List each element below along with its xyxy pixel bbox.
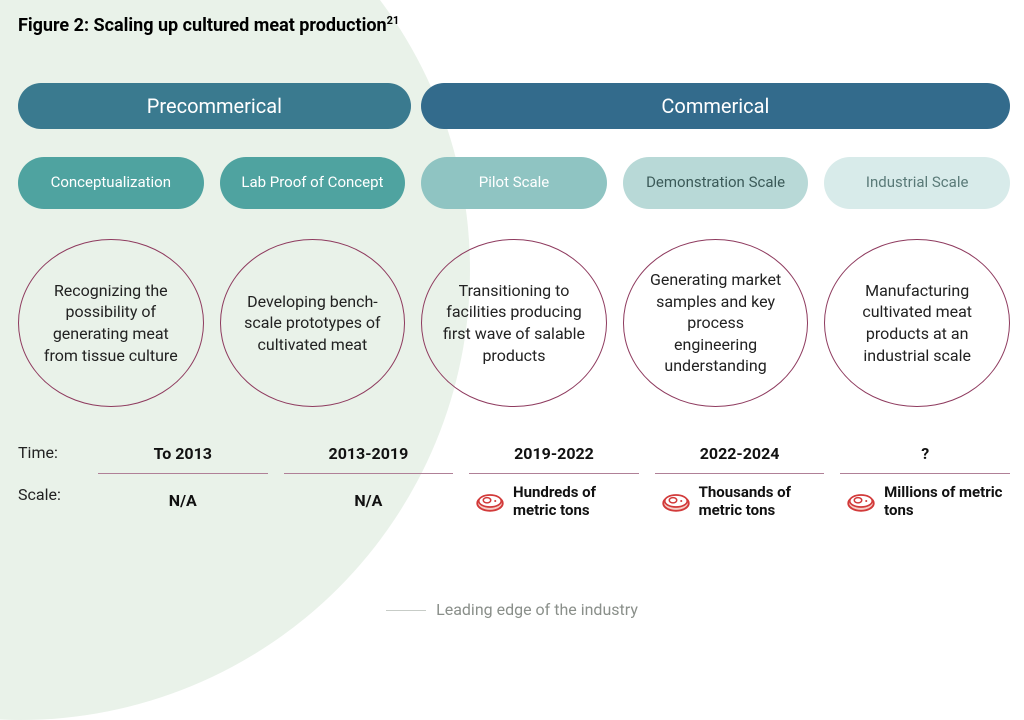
- scale-cell: Thousands of metric tons: [655, 483, 825, 519]
- description-oval: Recognizing the possibility of generatin…: [18, 239, 204, 407]
- stage-row: Conceptualization Lab Proof of Concept Pil…: [18, 157, 1010, 209]
- stage-pill: Industrial Scale: [824, 157, 1010, 209]
- time-cell: 2022-2024: [655, 441, 825, 465]
- time-cell: To 2013: [98, 441, 268, 465]
- caption-text: Leading edge of the industry: [436, 600, 638, 619]
- caption: Leading edge of the industry: [0, 600, 1024, 619]
- phase-pill: Commerical: [421, 83, 1010, 129]
- phase-row: PrecommericalCommerical: [18, 83, 1010, 129]
- stage-pill: Pilot Scale: [421, 157, 607, 209]
- phase-pill: Precommerical: [18, 83, 411, 129]
- time-cells: To 2013 2013-2019 2019-2022 2022-2024?: [98, 441, 1010, 465]
- description-oval: Transitioning to facilities producing fi…: [421, 239, 607, 407]
- figure-title: Figure 2: Scaling up cultured meat produ…: [18, 14, 399, 36]
- time-cell: ?: [840, 441, 1010, 465]
- scale-row: Scale: N/A N/A Hundreds of metric tons Th…: [18, 483, 1010, 519]
- scale-cell: Millions of metric tons: [840, 483, 1010, 519]
- figure-title-sup: 21: [387, 14, 400, 27]
- stage-pill: Lab Proof of Concept: [220, 157, 406, 209]
- time-label: Time:: [18, 441, 98, 462]
- diagram-content: PrecommericalCommerical Conceptualizatio…: [18, 55, 1010, 519]
- time-cell: 2019-2022: [469, 441, 639, 465]
- scale-cell: Hundreds of metric tons: [469, 483, 639, 519]
- stage-pill: Demonstration Scale: [623, 157, 809, 209]
- description-oval: Developing bench-scale prototypes of cul…: [220, 239, 406, 407]
- time-cell: 2013-2019: [284, 441, 454, 465]
- caption-dash: [386, 610, 426, 611]
- meta-block: Time: To 2013 2013-2019 2019-2022 2022-2024…: [18, 441, 1010, 519]
- stage-pill: Conceptualization: [18, 157, 204, 209]
- meat-icon: [661, 489, 691, 513]
- scale-cells: N/A N/A Hundreds of metric tons Thousands…: [98, 483, 1010, 519]
- scale-label: Scale:: [18, 483, 98, 504]
- figure-title-text: Figure 2: Scaling up cultured meat produ…: [18, 15, 387, 36]
- meat-icon: [846, 489, 876, 513]
- scale-cell: N/A: [98, 483, 268, 519]
- scale-cell: N/A: [284, 483, 454, 519]
- time-row: Time: To 2013 2013-2019 2019-2022 2022-2024…: [18, 441, 1010, 465]
- description-row: Recognizing the possibility of generatin…: [18, 239, 1010, 407]
- description-oval: Generating market samples and key proces…: [623, 239, 809, 407]
- description-oval: Manufacturing cultivated meat products a…: [824, 239, 1010, 407]
- meat-icon: [475, 489, 505, 513]
